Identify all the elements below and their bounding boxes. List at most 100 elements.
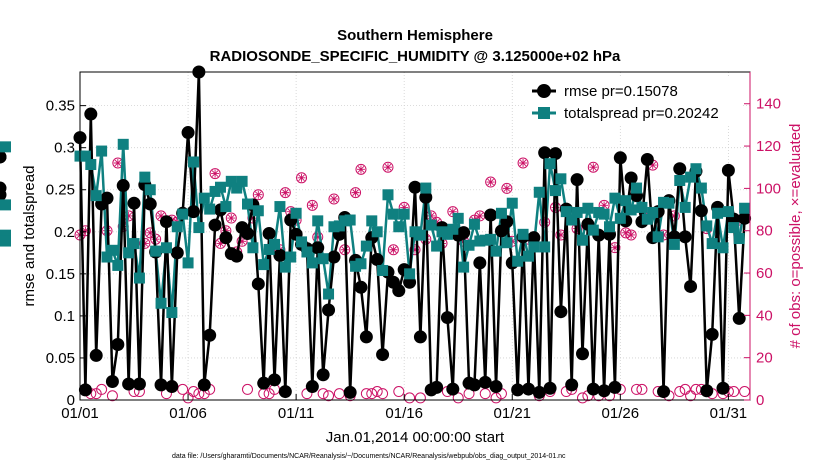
totalspread-point — [279, 261, 291, 273]
rmse-point — [721, 163, 735, 177]
obs-count-point — [317, 388, 329, 400]
obs-possible-marker — [382, 161, 394, 173]
totalspread-point — [182, 257, 194, 269]
totalspread-point — [685, 171, 697, 183]
totalspread-point — [0, 141, 11, 153]
totalspread-point — [679, 201, 691, 213]
obs-count-point — [225, 212, 237, 224]
totalspread-point — [528, 241, 540, 253]
obs-possible-marker — [501, 182, 513, 194]
rmse-point — [122, 377, 136, 391]
x-tick-label: 01/31 — [710, 405, 748, 422]
obs-possible-marker — [96, 383, 108, 395]
totalspread-point — [463, 239, 475, 251]
totalspread-point — [128, 238, 140, 250]
y2-tick-label: 40 — [756, 307, 773, 324]
data-file-note: data file: /Users/gharamti/Documents/NCA… — [172, 453, 566, 460]
rmse-point — [570, 173, 584, 187]
totalspread-point — [425, 219, 437, 231]
x-tick-label: 01/21 — [493, 405, 531, 422]
totalspread-point — [214, 181, 226, 193]
rmse-point — [478, 375, 492, 389]
obs-count-point — [323, 390, 335, 402]
obs-evaluated-marker — [389, 245, 398, 254]
obs-count-point — [631, 383, 643, 395]
rmse-point — [208, 218, 222, 232]
rmse-point — [673, 162, 687, 176]
obs-evaluated-marker — [610, 243, 619, 252]
obs-count-point — [414, 392, 426, 404]
x-tick-label: 01/01 — [61, 405, 99, 422]
obs-count-point — [182, 392, 194, 404]
obs-count-point — [242, 383, 253, 395]
obs-count-point — [501, 182, 513, 194]
totalspread-point — [393, 221, 405, 233]
totalspread-point — [490, 245, 502, 257]
rmse-point — [624, 171, 638, 185]
totalspread-point — [652, 231, 664, 243]
totalspread-point — [377, 264, 389, 276]
obs-possible-marker — [631, 383, 643, 395]
totalspread-point — [431, 240, 443, 252]
y2-tick-label: 80 — [756, 223, 773, 240]
totalspread-point — [485, 233, 497, 245]
totalspread-point — [79, 150, 91, 162]
x-tick-label: 01/26 — [602, 405, 640, 422]
rmse-point — [473, 256, 487, 270]
rmse-point — [684, 279, 698, 293]
obs-evaluated-marker — [573, 224, 582, 233]
totalspread-point — [85, 159, 97, 171]
totalspread-point — [193, 222, 205, 234]
totalspread-point — [242, 198, 253, 210]
obs-possible-marker — [577, 392, 588, 404]
totalspread-point — [722, 206, 734, 218]
totalspread-point — [290, 207, 302, 219]
totalspread-point — [133, 272, 145, 284]
obs-count-point — [452, 392, 464, 404]
obs-count-point — [679, 383, 691, 395]
obs-possible-marker — [360, 388, 372, 400]
obs-evaluated-marker — [411, 245, 419, 254]
rmse-point — [597, 384, 611, 398]
obs-possible-marker — [377, 388, 389, 400]
totalspread-point — [274, 201, 286, 213]
obs-count-point — [371, 386, 383, 398]
obs-evaluated-marker — [627, 230, 636, 239]
rmse-point — [376, 348, 390, 362]
totalspread-point — [247, 242, 259, 254]
totalspread-point — [712, 207, 724, 219]
y-tick-label: 0.3 — [54, 140, 75, 157]
totalspread-point — [258, 259, 270, 271]
obs-count-point — [209, 168, 221, 180]
totalspread-point — [647, 206, 659, 218]
obs-evaluated-marker — [238, 237, 247, 246]
y-tick-label: 0.15 — [46, 266, 75, 283]
totalspread-point — [366, 215, 378, 227]
totalspread-point — [220, 201, 232, 213]
x-tick-label: 01/11 — [278, 405, 314, 422]
rmse-point — [359, 330, 373, 344]
totalspread-point — [106, 244, 118, 256]
obs-possible-marker — [587, 161, 599, 173]
totalspread-point — [231, 182, 243, 194]
rmse-point — [538, 146, 552, 160]
y-tick-label: 0.35 — [46, 98, 75, 115]
obs-count-point — [106, 390, 118, 402]
rmse-point — [316, 368, 330, 382]
totalspread-point — [663, 197, 675, 209]
rmse-point — [467, 378, 481, 392]
y2-tick-label: 100 — [756, 180, 781, 197]
rmse-point — [457, 226, 471, 240]
obs-evaluated-marker — [648, 161, 657, 170]
totalspread-point — [139, 171, 151, 183]
rmse-point — [511, 383, 525, 397]
obs-count-point — [355, 163, 367, 175]
totalspread-point — [506, 197, 518, 209]
obs-possible-marker — [225, 212, 237, 224]
obs-possible-marker — [279, 187, 291, 199]
obs-count-point — [296, 172, 308, 184]
totalspread-point — [468, 218, 480, 230]
totalspread-point — [522, 250, 534, 262]
obs-possible-marker — [393, 386, 405, 398]
totalspread-point — [695, 182, 707, 194]
